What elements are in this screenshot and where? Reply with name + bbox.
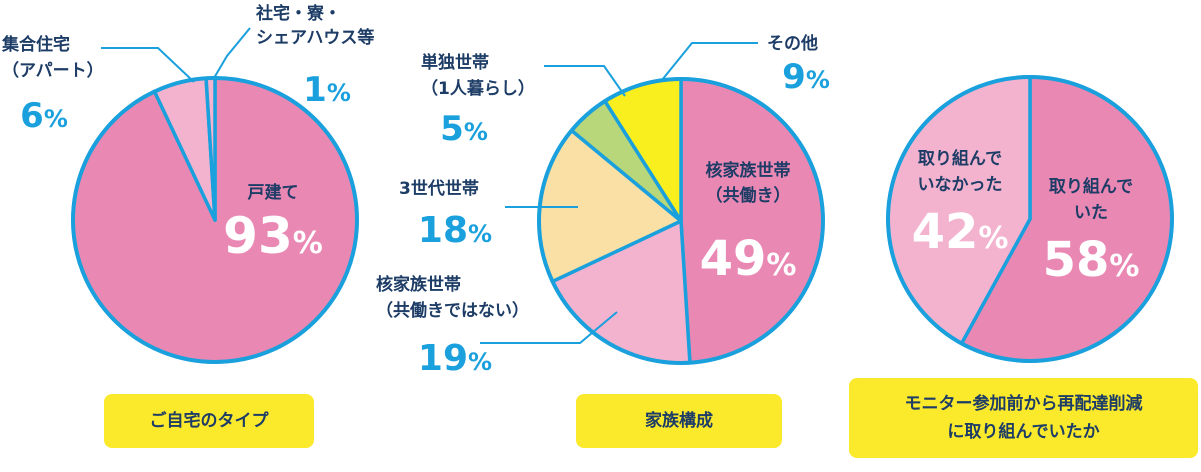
leader-line xyxy=(213,27,251,79)
pie-slice xyxy=(679,77,825,365)
caption-home-type: ご自宅のタイプ xyxy=(104,394,314,448)
pie-outline xyxy=(886,75,1174,363)
data-label: 5% xyxy=(440,109,488,149)
slice-label: 集合住宅（アパート） xyxy=(1,34,104,81)
data-label: 93% xyxy=(223,207,323,265)
pie-outline xyxy=(537,77,825,365)
slice-label: 取り組んでいなかった xyxy=(918,148,1003,195)
data-label: 9% xyxy=(782,57,830,97)
pie-chart-2 xyxy=(886,75,1174,363)
pie-chart-0 xyxy=(71,76,359,364)
slice-label: 取り組んでいた xyxy=(1049,176,1133,223)
slice-label: 単独世帯（1人暮らし） xyxy=(421,52,535,99)
data-label: 42% xyxy=(912,204,1009,260)
leader-line xyxy=(544,65,626,97)
data-label: 6% xyxy=(20,96,68,136)
data-label: 1% xyxy=(303,70,351,110)
leader-line xyxy=(480,311,618,344)
slice-label: 3世代世帯 xyxy=(399,178,479,199)
leader-line xyxy=(101,47,195,83)
data-label: 49% xyxy=(700,231,797,287)
slice-label: その他 xyxy=(767,33,818,54)
leader-line xyxy=(661,42,758,81)
data-label: 18% xyxy=(418,210,492,251)
caption-redelivery-effort: モニター参加前から再配達削減 に取り組んでいたか xyxy=(849,378,1198,458)
slice-label: 戸建て xyxy=(248,182,299,203)
slice-label: 社宅・寮・シェアハウス等 xyxy=(255,3,374,48)
data-label: 58% xyxy=(1043,232,1140,288)
pie-chart-1 xyxy=(537,77,825,365)
data-label: 19% xyxy=(418,338,492,379)
caption-family-structure: 家族構成 xyxy=(576,394,782,448)
slice-label: 核家族世帯（共働き） xyxy=(706,160,791,206)
slice-label: 核家族世帯（共働きではない） xyxy=(376,274,529,321)
